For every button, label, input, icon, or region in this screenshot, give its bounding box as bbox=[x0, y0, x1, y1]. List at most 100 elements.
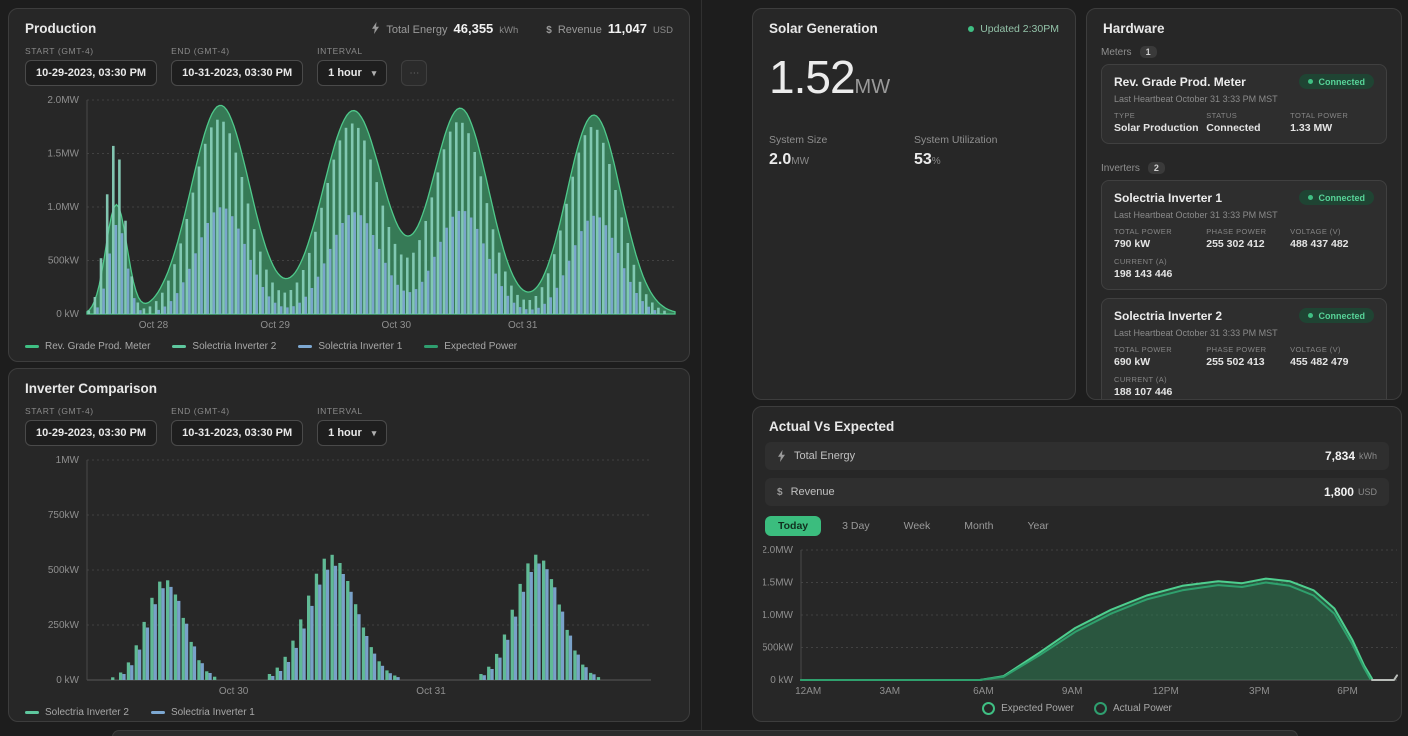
meters-label: Meters bbox=[1101, 47, 1132, 58]
inverter-comparison-panel: Inverter Comparison START (GMT-4) 10-29-… bbox=[8, 368, 690, 722]
end-datetime-input[interactable]: 10-31-2023, 03:30 PM bbox=[171, 60, 303, 86]
meters-section-label: Meters 1 bbox=[1087, 36, 1401, 64]
chart-options-button[interactable]: ⋯ bbox=[401, 60, 427, 86]
svg-text:750kW: 750kW bbox=[48, 510, 80, 521]
svg-text:9AM: 9AM bbox=[1062, 686, 1083, 697]
system-utilization-value: 53 bbox=[914, 151, 932, 168]
inverter-field: Total Power 790 kW bbox=[1114, 227, 1206, 250]
ave-total-energy-unit: kWh bbox=[1359, 451, 1377, 461]
hardware-panel: Hardware Meters 1 Rev. Grade Prod. Meter… bbox=[1086, 8, 1402, 400]
inverter-name: Solectria Inverter 2 bbox=[1114, 309, 1222, 323]
dollar-icon: $ bbox=[546, 25, 552, 36]
inverters-count-badge: 2 bbox=[1148, 162, 1165, 174]
last-updated: Updated 2:30PM bbox=[968, 23, 1059, 35]
legend-item[interactable]: Actual Power bbox=[1094, 702, 1172, 715]
inverter-name: Solectria Inverter 1 bbox=[1114, 191, 1222, 205]
tab-month[interactable]: Month bbox=[951, 516, 1006, 536]
production-interval-field: INTERVAL 1 hour ▾ bbox=[317, 46, 387, 86]
legend-item[interactable]: Solectria Inverter 1 bbox=[151, 707, 255, 718]
chevron-down-icon: ▾ bbox=[372, 428, 377, 439]
total-energy-value: 46,355 bbox=[454, 21, 494, 36]
legend-swatch bbox=[298, 345, 312, 348]
status-badge: Connected bbox=[1299, 308, 1374, 323]
legend-item[interactable]: Solectria Inverter 1 bbox=[298, 341, 402, 352]
svg-text:250kW: 250kW bbox=[48, 620, 80, 631]
interval-value: 1 hour bbox=[328, 67, 362, 79]
interval-select[interactable]: 1 hour ▾ bbox=[317, 420, 387, 446]
inverters-section-label: Inverters 2 bbox=[1087, 152, 1401, 180]
revenue-label: Revenue bbox=[558, 24, 602, 36]
inverter-field: Current (A) 188 107 446 bbox=[1114, 375, 1206, 398]
start-datetime-input[interactable]: 10-29-2023, 03:30 PM bbox=[25, 60, 157, 86]
lightning-icon bbox=[777, 450, 786, 462]
meter-card: Rev. Grade Prod. Meter Connected Last He… bbox=[1101, 64, 1387, 144]
inverter-heartbeat: Last Heartbeat October 31 3:33 PM MST bbox=[1114, 328, 1374, 338]
actual-vs-expected-panel: Actual Vs Expected Total Energy 7,834 kW… bbox=[752, 406, 1402, 722]
status-dot-icon bbox=[1308, 195, 1313, 200]
inverter-comparison-controls: START (GMT-4) 10-29-2023, 03:30 PM END (… bbox=[9, 396, 689, 446]
inverter-comparison-header: Inverter Comparison bbox=[9, 369, 689, 396]
production-total-energy-stat: Total Energy 46,355 kWh bbox=[371, 21, 518, 36]
legend-item[interactable]: Expected Power bbox=[424, 341, 517, 352]
legend-swatch bbox=[25, 711, 39, 714]
tab-year[interactable]: Year bbox=[1014, 516, 1061, 536]
interval-label: INTERVAL bbox=[317, 46, 387, 56]
end-datetime-input[interactable]: 10-31-2023, 03:30 PM bbox=[171, 420, 303, 446]
legend-label: Rev. Grade Prod. Meter bbox=[45, 341, 150, 352]
meter-field: Status Connected bbox=[1206, 111, 1290, 134]
solar-generation-panel: Solar Generation Updated 2:30PM 1.52MW S… bbox=[752, 8, 1076, 400]
legend-ring-icon bbox=[982, 702, 995, 715]
status-dot-icon bbox=[968, 26, 974, 32]
inverter-field: Total Power 690 kW bbox=[1114, 345, 1206, 368]
total-energy-label: Total Energy bbox=[386, 24, 447, 36]
svg-text:Oct 30: Oct 30 bbox=[382, 320, 412, 331]
inverter-comparison-title: Inverter Comparison bbox=[25, 381, 157, 396]
legend-label: Actual Power bbox=[1113, 703, 1172, 714]
inverter-card: Solectria Inverter 2 Connected Last Hear… bbox=[1101, 298, 1387, 400]
legend-item[interactable]: Rev. Grade Prod. Meter bbox=[25, 341, 150, 352]
svg-text:Oct 29: Oct 29 bbox=[260, 320, 290, 331]
meter-heartbeat: Last Heartbeat October 31 3:33 PM MST bbox=[1114, 94, 1374, 104]
production-revenue-stat: $ Revenue 11,047 USD bbox=[546, 21, 673, 36]
solar-stats: System Size 2.0MW System Utilization 53% bbox=[753, 104, 1075, 169]
start-datetime-input[interactable]: 10-29-2023, 03:30 PM bbox=[25, 420, 157, 446]
start-label: START (GMT-4) bbox=[25, 46, 157, 56]
total-energy-unit: kWh bbox=[499, 25, 518, 36]
tab-week[interactable]: Week bbox=[891, 516, 944, 536]
ave-revenue-row: $ Revenue 1,800 USD bbox=[765, 478, 1389, 506]
inverter-field: Phase Power 255 502 413 bbox=[1206, 345, 1290, 368]
svg-text:0 kW: 0 kW bbox=[56, 309, 79, 320]
tab-3day[interactable]: 3 Day bbox=[829, 516, 882, 536]
system-size-value: 2.0 bbox=[769, 151, 791, 168]
system-utilization-label: System Utilization bbox=[914, 134, 1059, 146]
interval-value: 1 hour bbox=[328, 427, 362, 439]
legend-item[interactable]: Expected Power bbox=[982, 702, 1074, 715]
svg-text:0 kW: 0 kW bbox=[56, 675, 79, 686]
interval-label: INTERVAL bbox=[317, 406, 387, 416]
actual-vs-expected-chart: 2.0MW1.5MW1.0MW500kW0 kW12AM3AM6AM9AM12P… bbox=[763, 542, 1402, 700]
inverter-comparison-chart: 1MW750kW500kW250kW0 kWOct 30Oct 31 bbox=[19, 452, 681, 702]
invcomp-end-field: END (GMT-4) 10-31-2023, 03:30 PM bbox=[171, 406, 303, 446]
status-text: Connected bbox=[1318, 77, 1365, 87]
svg-text:Oct 28: Oct 28 bbox=[139, 320, 169, 331]
tab-today[interactable]: Today bbox=[765, 516, 821, 536]
svg-text:500kW: 500kW bbox=[48, 565, 80, 576]
ave-total-energy-label: Total Energy bbox=[794, 450, 855, 462]
status-dot-icon bbox=[1308, 79, 1313, 84]
system-size-unit: MW bbox=[791, 156, 809, 167]
legend-item[interactable]: Solectria Inverter 2 bbox=[172, 341, 276, 352]
svg-text:500kW: 500kW bbox=[763, 643, 794, 654]
solar-generation-title: Solar Generation bbox=[769, 21, 878, 36]
ave-revenue-value: 1,800 bbox=[1324, 485, 1354, 499]
inverter-field: Current (A) 198 143 446 bbox=[1114, 257, 1206, 280]
legend-item[interactable]: Solectria Inverter 2 bbox=[25, 707, 129, 718]
legend-swatch bbox=[172, 345, 186, 348]
start-label: START (GMT-4) bbox=[25, 406, 157, 416]
svg-text:2.0MW: 2.0MW bbox=[47, 95, 79, 106]
legend-label: Expected Power bbox=[1001, 703, 1074, 714]
interval-select[interactable]: 1 hour ▾ bbox=[317, 60, 387, 86]
svg-text:2.0MW: 2.0MW bbox=[763, 545, 794, 556]
status-badge: Connected bbox=[1299, 190, 1374, 205]
svg-text:0 kW: 0 kW bbox=[770, 675, 793, 686]
inverter-field: Voltage (V) 488 437 482 bbox=[1290, 227, 1374, 250]
